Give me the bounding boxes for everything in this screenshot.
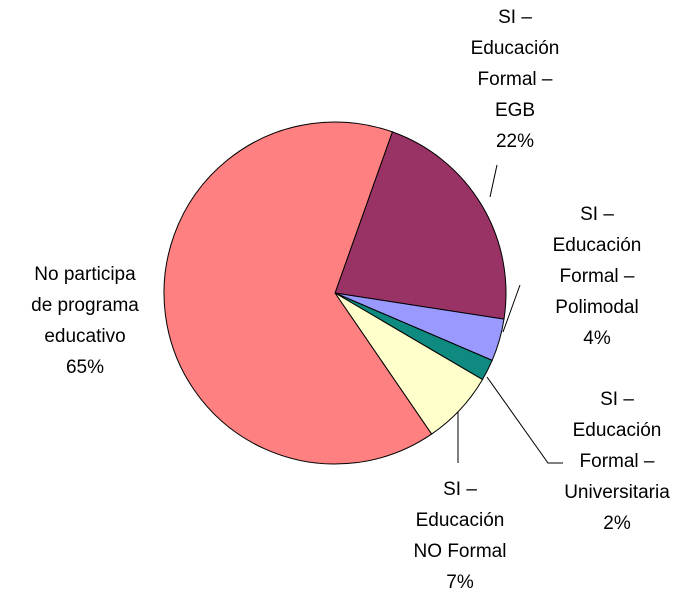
slice-label: educativo bbox=[44, 326, 125, 347]
slice-label: Formal – bbox=[580, 451, 655, 472]
slice-label: SI – bbox=[443, 479, 477, 500]
value-label: 7% bbox=[446, 572, 474, 593]
value-label: 2% bbox=[603, 513, 631, 534]
slice-label: SI – bbox=[580, 204, 614, 225]
slice-label: Formal – bbox=[478, 69, 553, 90]
value-label: 22% bbox=[496, 131, 534, 152]
slice-label: Formal – bbox=[560, 266, 635, 287]
slice-label: No participa bbox=[34, 264, 136, 285]
slice-label: EGB bbox=[495, 100, 535, 121]
pie-slice bbox=[163, 121, 433, 465]
slice-label: Universitaria bbox=[564, 482, 670, 503]
slice-label: de programa bbox=[31, 295, 139, 316]
slice-label: Educación bbox=[416, 510, 505, 531]
slice-label: Educación bbox=[471, 38, 560, 59]
slice-label: SI – bbox=[498, 7, 532, 28]
leader-line bbox=[489, 164, 498, 198]
slice-label: SI – bbox=[600, 389, 634, 410]
value-label: 65% bbox=[66, 357, 104, 378]
value-label: 4% bbox=[583, 328, 611, 349]
slice-label: Polimodal bbox=[555, 297, 638, 318]
slice-label: Educación bbox=[573, 420, 662, 441]
leader-line bbox=[486, 376, 563, 464]
slice-label: NO Formal bbox=[414, 541, 507, 562]
leader-line bbox=[502, 284, 521, 333]
pie-slice bbox=[334, 131, 507, 320]
slice-label: Educación bbox=[553, 235, 642, 256]
